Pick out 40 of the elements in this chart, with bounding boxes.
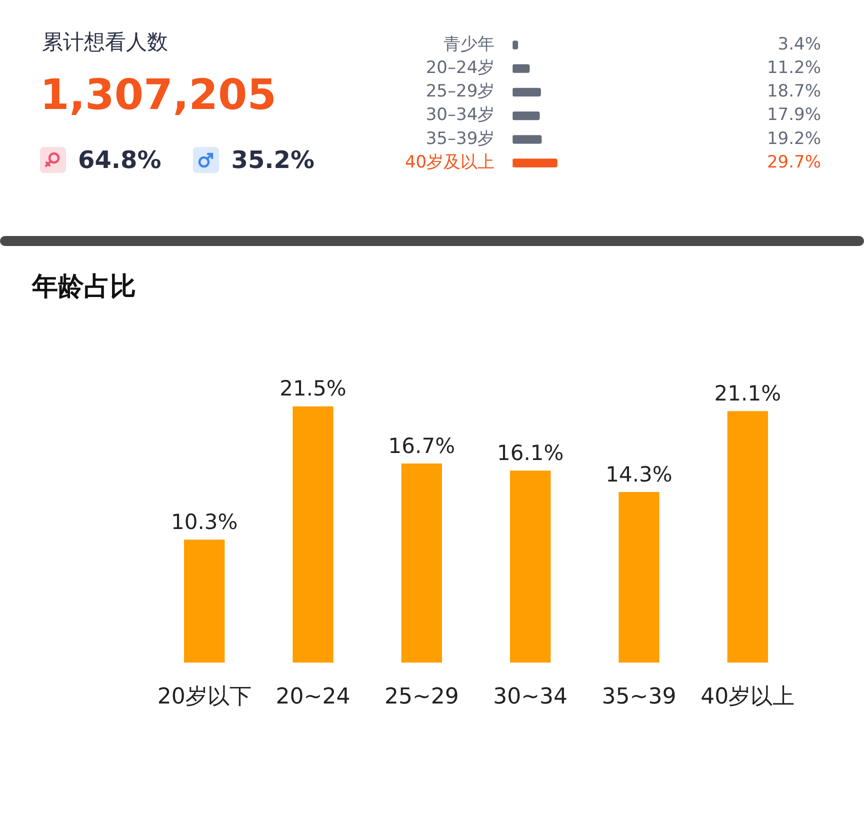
bar	[512, 111, 540, 120]
data-label: 17.9%	[766, 105, 821, 126]
data-label: 29.7%	[766, 152, 821, 172]
y-tick-label: 40岁及以上	[404, 152, 495, 172]
data-label: 21.1%	[714, 381, 782, 406]
chart-title: 年龄占比	[32, 271, 136, 304]
bar	[727, 411, 768, 663]
x-tick-label: 25~29	[384, 684, 459, 710]
bar	[512, 64, 530, 73]
x-tick-label: 20岁以下	[157, 684, 252, 710]
data-label: 18.7%	[766, 82, 821, 102]
data-label: 11.2%	[766, 58, 821, 78]
data-label: 3.4%	[778, 34, 821, 54]
text: 64.8%	[78, 146, 162, 174]
y-tick-label: 30–34岁	[426, 105, 495, 126]
data-label: 10.3%	[170, 510, 238, 534]
x-tick-label: 30~34	[493, 684, 568, 710]
bar	[512, 88, 541, 97]
data-label: 19.2%	[766, 128, 821, 149]
data-label: 14.3%	[606, 462, 672, 486]
y-tick-label: 20–24岁	[426, 58, 495, 78]
data-label: 16.1%	[496, 440, 564, 465]
y-tick-label: 25–29岁	[426, 82, 495, 102]
x-tick-label: 40岁以上	[700, 684, 795, 710]
text: 累计想看人数	[42, 29, 168, 56]
bar	[401, 463, 442, 663]
x-tick-label: 20~24	[276, 684, 350, 710]
bar	[184, 540, 225, 663]
bar	[618, 492, 660, 663]
bar	[512, 158, 558, 168]
y-tick-label: 青少年	[444, 34, 495, 54]
text: 1,307,205	[40, 70, 276, 119]
y-tick-label: 35–39岁	[426, 128, 495, 149]
bar	[510, 470, 551, 663]
data-label: 21.5%	[280, 376, 346, 401]
bar	[292, 406, 334, 663]
bar	[512, 135, 542, 144]
data-label: 16.7%	[388, 434, 456, 458]
x-tick-label: 35~39	[602, 684, 676, 710]
text: 35.2%	[231, 146, 315, 174]
